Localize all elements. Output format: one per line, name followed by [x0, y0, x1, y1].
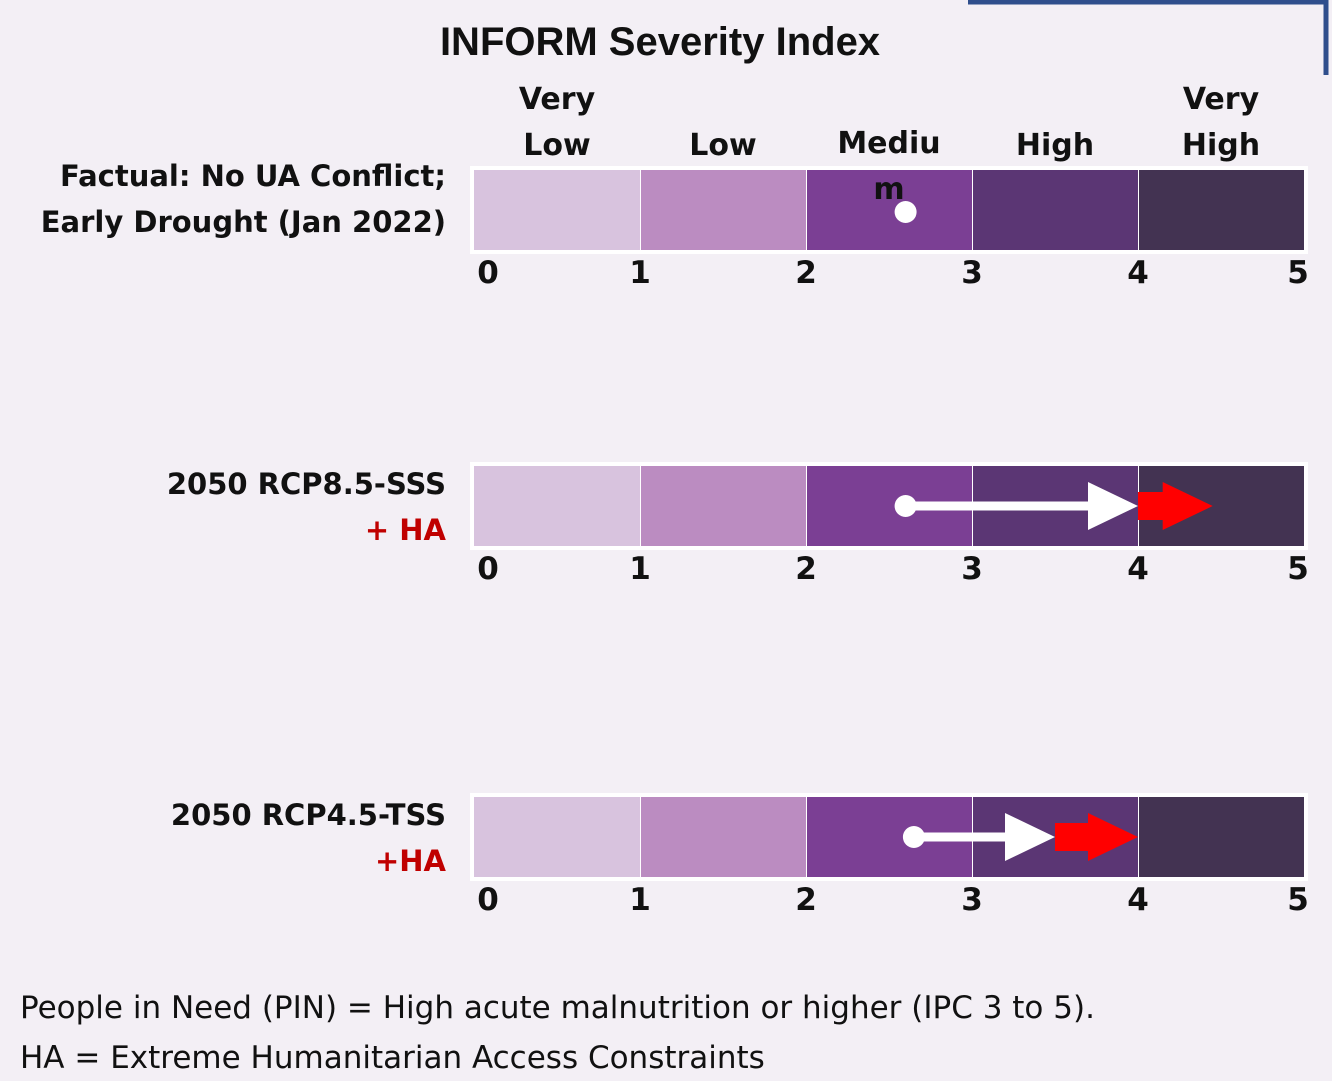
category-label: Low: [689, 128, 757, 163]
severity-segment: [973, 170, 1138, 250]
category-label: Medium: [837, 126, 941, 207]
ha-arrow: [1138, 492, 1167, 520]
tick-label: 0: [477, 551, 499, 587]
tick-label: 5: [1287, 882, 1309, 918]
row-label: Early Drought (Jan 2022): [40, 205, 446, 239]
title: INFORM Severity Index: [439, 20, 881, 64]
footnote: People in Need (PIN) = High acute malnut…: [20, 990, 1095, 1026]
tick-label: 0: [477, 255, 499, 291]
row-label: 2050 RCP8.5-SSS: [166, 467, 446, 501]
corner-border: [968, 0, 1329, 75]
tick-label: 3: [961, 551, 983, 587]
category-label: High: [1015, 128, 1095, 163]
severity-segment: [807, 170, 972, 250]
row-label: +HA: [374, 844, 446, 878]
tick-label: 1: [629, 882, 651, 918]
tick-label: 4: [1127, 255, 1149, 291]
row-label: Factual: No UA Conflict;: [59, 159, 446, 193]
tick-label: 4: [1127, 551, 1149, 587]
start-dot: [894, 201, 917, 223]
tick-label: 5: [1287, 551, 1309, 587]
change-arrow-head: [1088, 482, 1138, 530]
tick-label: 4: [1127, 882, 1149, 918]
ha-arrow: [1055, 823, 1092, 851]
tick-label: 1: [629, 551, 651, 587]
tick-label: 0: [477, 882, 499, 918]
tick-label: 1: [629, 255, 651, 291]
ha-arrow-head: [1162, 482, 1213, 530]
severity-segment: [641, 170, 806, 250]
category-label: Very High: [1181, 82, 1261, 163]
tick-label: 2: [795, 882, 817, 918]
severity-segment: [641, 797, 806, 877]
tick-label: 2: [795, 255, 817, 291]
change-arrow-head: [1005, 813, 1055, 861]
ha-arrow-head: [1088, 813, 1138, 861]
tick-label: 3: [961, 255, 983, 291]
row-label: 2050 RCP4.5-TSS: [170, 798, 446, 832]
severity-segment: [474, 797, 640, 877]
start-dot: [902, 826, 925, 848]
tick-label: 5: [1287, 255, 1309, 291]
footnote: HA = Extreme Humanitarian Access Constra…: [20, 1040, 765, 1076]
severity-segment: [1139, 170, 1304, 250]
severity-segment: [474, 170, 640, 250]
severity-segment: [1139, 797, 1304, 877]
tick-label: 3: [961, 882, 983, 918]
row-label: + HA: [364, 513, 446, 547]
severity-segment: [474, 466, 640, 546]
start-dot: [894, 495, 917, 517]
severity-segment: [641, 466, 806, 546]
category-label: Very Low: [518, 82, 596, 163]
tick-label: 2: [795, 551, 817, 587]
